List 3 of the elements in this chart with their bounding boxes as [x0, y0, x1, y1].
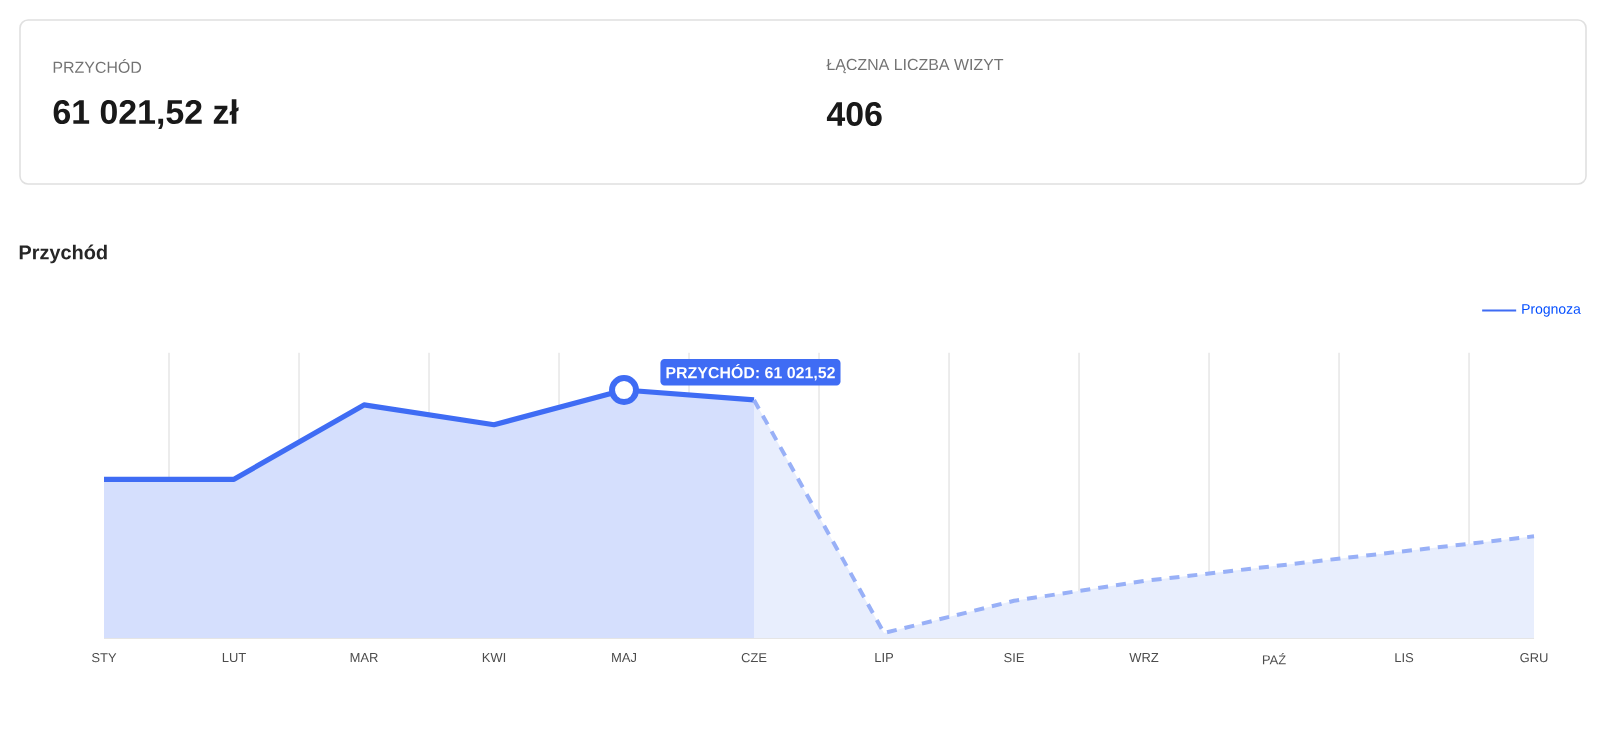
- text: 61 021,52 zł: [53, 99, 239, 129]
- text: 406: [826, 102, 882, 127]
- chart-title: Przychód: [19, 244, 107, 264]
